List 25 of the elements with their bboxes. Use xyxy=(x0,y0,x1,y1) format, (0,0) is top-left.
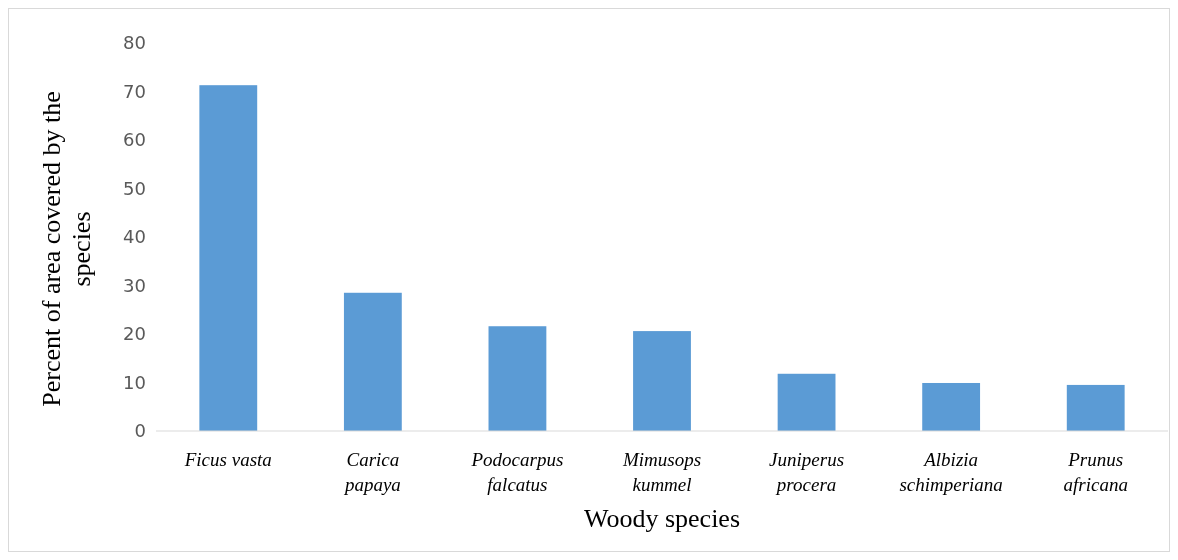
y-tick-label: 20 xyxy=(123,323,146,345)
x-tick-label: Podocarpus falcatus xyxy=(470,449,564,495)
x-tick-label: Ficus vasta xyxy=(183,449,272,470)
x-tick-label: Albizia schimperiana xyxy=(899,449,1003,495)
x-tick-label: Prunus africana xyxy=(1063,449,1128,495)
y-tick-label: 80 xyxy=(123,32,146,54)
bar xyxy=(488,326,547,431)
bar xyxy=(343,292,402,431)
bar xyxy=(199,85,258,431)
y-tick-label: 40 xyxy=(123,226,146,248)
y-tick-label: 70 xyxy=(123,80,146,102)
y-tick-label: 50 xyxy=(123,177,146,199)
x-tick-label: Carica papaya xyxy=(342,449,401,495)
bar xyxy=(633,331,691,431)
y-tick-label: 30 xyxy=(123,274,146,296)
y-tick-label: 10 xyxy=(123,371,146,393)
bar xyxy=(777,373,836,431)
x-axis-title: Woody species xyxy=(583,504,741,533)
y-axis-title: Percent of area covered by the species xyxy=(37,91,96,407)
y-tick-label: 60 xyxy=(123,129,146,151)
bar xyxy=(1066,384,1125,431)
bar xyxy=(922,382,981,431)
y-tick-label: 0 xyxy=(134,420,146,442)
x-tick-label: Mimusops kummel xyxy=(621,449,702,495)
x-tick-label: Juniperus procera xyxy=(769,449,845,495)
